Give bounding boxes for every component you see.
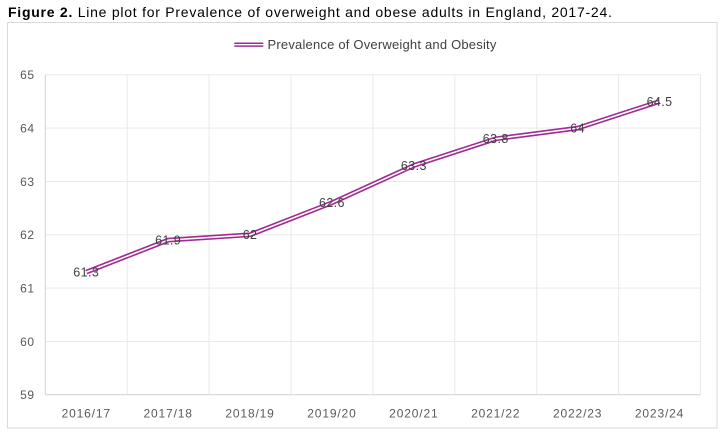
svg-text:2017/18: 2017/18 [143,407,192,421]
svg-text:Figure 2. Line plot for Preval: Figure 2. Line plot for Prevalence of ov… [8,4,613,20]
svg-text:65: 65 [20,68,34,82]
svg-text:2018/19: 2018/19 [225,407,274,421]
svg-text:2016/17: 2016/17 [62,407,111,421]
svg-text:Prevalence of Overweight and O: Prevalence of Overweight and Obesity [268,37,497,52]
svg-text:62.6: 62.6 [319,196,345,210]
svg-text:2023/24: 2023/24 [635,407,684,421]
svg-text:63.3: 63.3 [401,159,427,173]
svg-text:64: 64 [20,121,34,135]
svg-text:2022/23: 2022/23 [553,407,602,421]
svg-text:63.8: 63.8 [483,132,509,146]
svg-text:62: 62 [20,228,34,242]
svg-text:62: 62 [243,228,258,242]
svg-text:59: 59 [20,388,34,402]
svg-text:60: 60 [20,335,34,349]
svg-text:64.5: 64.5 [647,95,673,109]
svg-text:2020/21: 2020/21 [389,407,438,421]
svg-text:61: 61 [20,281,34,295]
svg-text:61.3: 61.3 [73,266,99,280]
svg-text:64: 64 [570,122,585,136]
svg-text:61.9: 61.9 [155,234,181,248]
svg-text:63: 63 [20,175,34,189]
svg-text:2021/22: 2021/22 [471,407,520,421]
svg-text:2019/20: 2019/20 [307,407,356,421]
